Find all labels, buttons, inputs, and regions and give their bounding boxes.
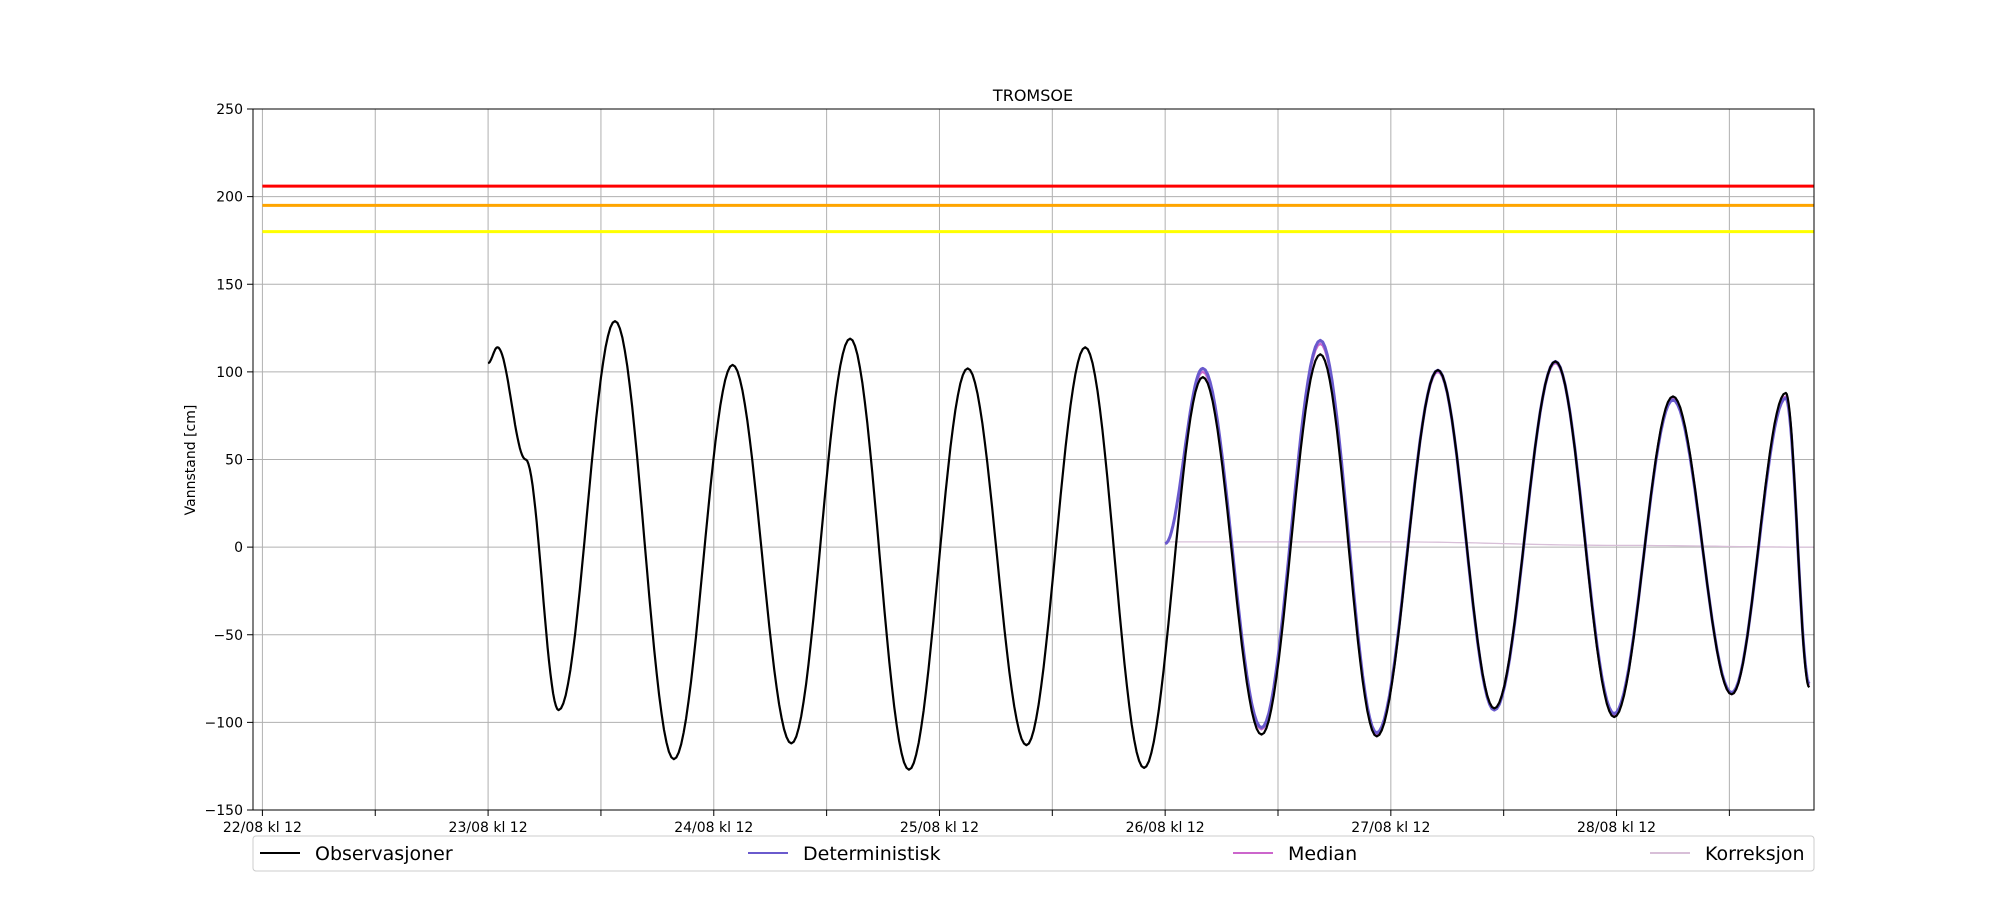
y-tick-label: 150	[216, 277, 243, 293]
y-tick-label: −50	[213, 628, 243, 644]
series-line-deterministisk	[1164, 338, 1811, 735]
legend-label: Observasjoner	[315, 843, 453, 865]
x-tick-label: 25/08 kl 12	[900, 820, 979, 836]
chart-title: TROMSOE	[992, 86, 1073, 105]
series-line-observasjoner	[487, 320, 1811, 771]
x-tick-label: 24/08 kl 12	[674, 820, 753, 836]
series-lines	[487, 320, 1814, 771]
legend-label: Korreksjon	[1705, 843, 1805, 865]
legend-label: Deterministisk	[803, 843, 941, 865]
y-axis-label: Vannstand [cm]	[183, 405, 199, 516]
series-line-korreksjon	[1165, 541, 1814, 548]
x-tick-label: 22/08 kl 12	[223, 820, 302, 836]
series-line-median	[1164, 342, 1811, 736]
legend: Observasjoner Deterministisk Median Korreks…	[252, 835, 1815, 872]
x-tick-label: 28/08 kl 12	[1577, 820, 1656, 836]
y-tick-label: 200	[216, 190, 243, 206]
y-tick-label: −100	[205, 715, 243, 731]
y-tick-label: 250	[216, 102, 243, 118]
x-axis: 22/08 kl 12 23/08 kl 12 24/08 kl 12 25/08 k…	[223, 810, 1730, 836]
y-tick-label: 0	[234, 540, 243, 556]
y-axis: −150 −100 −50 0 50 100 150 200 250	[205, 102, 253, 819]
grid	[253, 108, 1814, 811]
y-tick-label: −150	[205, 803, 243, 819]
threshold-lines	[262, 184, 1814, 234]
x-tick-label: 26/08 kl 12	[1126, 820, 1205, 836]
legend-label: Median	[1288, 843, 1357, 865]
y-tick-label: 100	[216, 365, 243, 381]
y-tick-label: 50	[225, 453, 243, 469]
legend-frame	[252, 835, 1815, 872]
x-tick-label: 27/08 kl 12	[1351, 820, 1430, 836]
x-tick-label: 23/08 kl 12	[449, 820, 528, 836]
